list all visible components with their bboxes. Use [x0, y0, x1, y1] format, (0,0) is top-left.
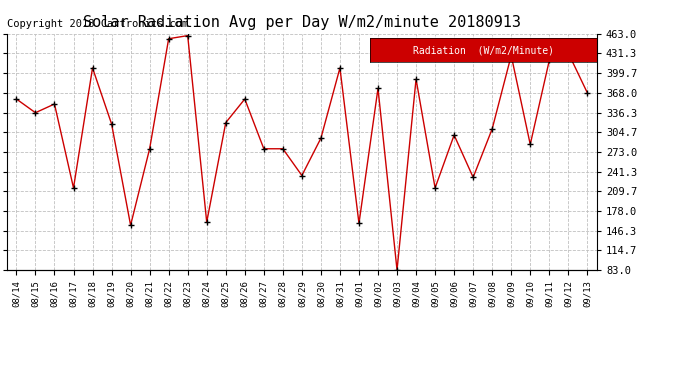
Title: Solar Radiation Avg per Day W/m2/minute 20180913: Solar Radiation Avg per Day W/m2/minute …: [83, 15, 521, 30]
Text: Copyright 2018 Cartronics.com: Copyright 2018 Cartronics.com: [7, 19, 188, 29]
